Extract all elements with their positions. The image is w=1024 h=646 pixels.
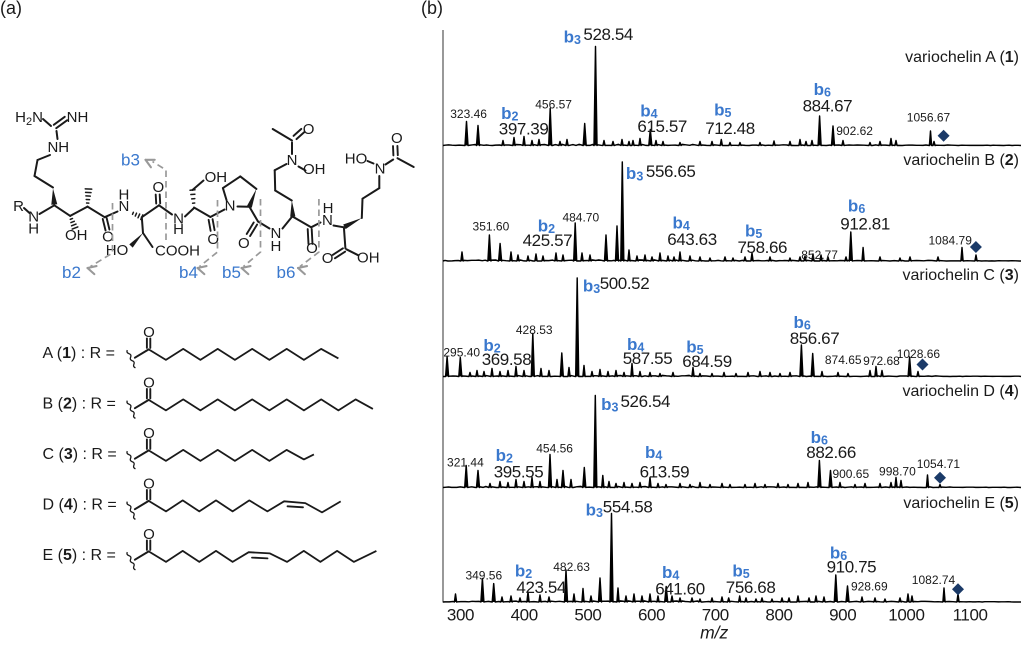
svg-text:OH: OH bbox=[303, 161, 326, 178]
svg-text:(b): (b) bbox=[421, 0, 443, 18]
svg-text:998.70: 998.70 bbox=[879, 465, 916, 479]
svg-text:O: O bbox=[303, 121, 315, 138]
svg-text:B (2) : R =: B (2) : R = bbox=[43, 396, 116, 413]
svg-text:variochelin C (3): variochelin C (3) bbox=[903, 267, 1020, 284]
svg-text:800: 800 bbox=[765, 606, 792, 625]
svg-text:369.58: 369.58 bbox=[482, 350, 532, 369]
svg-text:756.68: 756.68 bbox=[726, 578, 776, 597]
svg-text:O: O bbox=[143, 375, 155, 392]
svg-text:643.63: 643.63 bbox=[667, 230, 717, 249]
svg-text:D (4) : R =: D (4) : R = bbox=[43, 497, 117, 514]
svg-text:615.57: 615.57 bbox=[637, 117, 687, 136]
svg-text:NH: NH bbox=[47, 139, 69, 156]
svg-text:b4: b4 bbox=[179, 263, 198, 282]
svg-text:454.56: 454.56 bbox=[536, 441, 573, 455]
svg-text:H: H bbox=[270, 238, 281, 255]
svg-text:NH: NH bbox=[67, 109, 89, 126]
svg-text:874.65: 874.65 bbox=[825, 353, 862, 367]
svg-text:684.59: 684.59 bbox=[682, 352, 732, 371]
svg-text:423.54: 423.54 bbox=[516, 578, 566, 597]
svg-text:528.54: 528.54 bbox=[583, 25, 633, 44]
svg-text:O: O bbox=[143, 526, 155, 543]
svg-text:526.54: 526.54 bbox=[620, 392, 670, 411]
svg-text:b5: b5 bbox=[222, 263, 241, 282]
svg-text:613.59: 613.59 bbox=[640, 463, 690, 482]
svg-text:1028.66: 1028.66 bbox=[897, 347, 941, 361]
svg-text:900: 900 bbox=[829, 606, 856, 625]
svg-text:712.48: 712.48 bbox=[705, 119, 755, 138]
svg-text:OH: OH bbox=[65, 227, 88, 244]
svg-text:928.69: 928.69 bbox=[851, 579, 888, 593]
svg-text:500.52: 500.52 bbox=[600, 274, 650, 293]
svg-text:1054.71: 1054.71 bbox=[917, 457, 961, 471]
svg-text:b2: b2 bbox=[62, 263, 81, 282]
svg-text:A (1) : R =: A (1) : R = bbox=[43, 345, 115, 362]
svg-text:300: 300 bbox=[447, 606, 474, 625]
svg-text:395.55: 395.55 bbox=[494, 463, 544, 482]
svg-text:HO: HO bbox=[106, 242, 129, 259]
svg-text:349.56: 349.56 bbox=[465, 569, 502, 583]
svg-text:1000: 1000 bbox=[888, 606, 924, 625]
svg-text:554.58: 554.58 bbox=[603, 498, 653, 517]
svg-text:R: R bbox=[13, 198, 24, 215]
svg-text:600: 600 bbox=[638, 606, 665, 625]
svg-text:N: N bbox=[375, 161, 386, 178]
svg-text:variochelin D (4): variochelin D (4) bbox=[903, 383, 1020, 400]
svg-text:variochelin E (5): variochelin E (5) bbox=[903, 495, 1019, 512]
svg-text:758.66: 758.66 bbox=[737, 238, 787, 257]
svg-text:H: H bbox=[173, 221, 184, 238]
svg-text:351.60: 351.60 bbox=[473, 220, 510, 234]
svg-text:OH: OH bbox=[205, 169, 228, 186]
svg-text:912.81: 912.81 bbox=[840, 215, 890, 234]
svg-text:O: O bbox=[143, 476, 155, 493]
svg-text:N: N bbox=[118, 198, 129, 215]
svg-text:C (3) : R =: C (3) : R = bbox=[43, 446, 117, 463]
svg-text:O: O bbox=[238, 235, 250, 252]
svg-text:m/z: m/z bbox=[700, 623, 728, 642]
svg-text:b6: b6 bbox=[277, 263, 296, 282]
svg-text:884.67: 884.67 bbox=[803, 97, 853, 116]
svg-text:H: H bbox=[28, 221, 39, 238]
svg-text:HO: HO bbox=[345, 151, 368, 168]
svg-text:1082.74: 1082.74 bbox=[912, 573, 956, 587]
svg-text:E (5) : R =: E (5) : R = bbox=[43, 547, 116, 564]
svg-text:456.57: 456.57 bbox=[535, 98, 572, 112]
svg-text:556.65: 556.65 bbox=[646, 162, 696, 181]
svg-text:variochelin A (1): variochelin A (1) bbox=[905, 49, 1019, 66]
svg-text:587.55: 587.55 bbox=[623, 349, 673, 368]
svg-text:428.53: 428.53 bbox=[516, 323, 553, 337]
svg-text:972.68: 972.68 bbox=[863, 354, 900, 368]
svg-text:500: 500 bbox=[574, 606, 601, 625]
svg-text:N: N bbox=[322, 212, 333, 229]
svg-text:882.66: 882.66 bbox=[806, 443, 856, 462]
svg-text:397.39: 397.39 bbox=[499, 120, 549, 139]
svg-text:910.75: 910.75 bbox=[827, 558, 877, 577]
svg-text:O: O bbox=[322, 250, 334, 267]
svg-text:O: O bbox=[152, 179, 164, 196]
svg-text:(a): (a) bbox=[0, 0, 22, 18]
svg-text:484.70: 484.70 bbox=[562, 210, 599, 224]
svg-text:900.65: 900.65 bbox=[832, 467, 869, 481]
svg-text:425.57: 425.57 bbox=[523, 231, 573, 250]
svg-text:b3: b3 bbox=[121, 151, 140, 170]
svg-text:O: O bbox=[143, 425, 155, 442]
svg-text:1056.67: 1056.67 bbox=[907, 111, 951, 125]
svg-text:O: O bbox=[143, 324, 155, 341]
svg-text:482.63: 482.63 bbox=[553, 560, 590, 574]
svg-text:902.62: 902.62 bbox=[836, 124, 873, 138]
svg-text:856.67: 856.67 bbox=[790, 329, 840, 348]
svg-text:COOH: COOH bbox=[155, 243, 200, 260]
svg-text:295.40: 295.40 bbox=[443, 346, 480, 360]
svg-text:1100: 1100 bbox=[953, 606, 988, 625]
svg-text:400: 400 bbox=[511, 606, 538, 625]
svg-text:1084.79: 1084.79 bbox=[929, 234, 973, 248]
svg-text:852.77: 852.77 bbox=[801, 248, 838, 262]
svg-text:OH: OH bbox=[357, 250, 380, 267]
svg-text:641.60: 641.60 bbox=[655, 579, 705, 598]
svg-text:321.44: 321.44 bbox=[447, 456, 484, 470]
svg-text:variochelin B (2): variochelin B (2) bbox=[903, 152, 1019, 169]
svg-text:O: O bbox=[391, 130, 403, 147]
svg-text:323.46: 323.46 bbox=[450, 107, 487, 121]
